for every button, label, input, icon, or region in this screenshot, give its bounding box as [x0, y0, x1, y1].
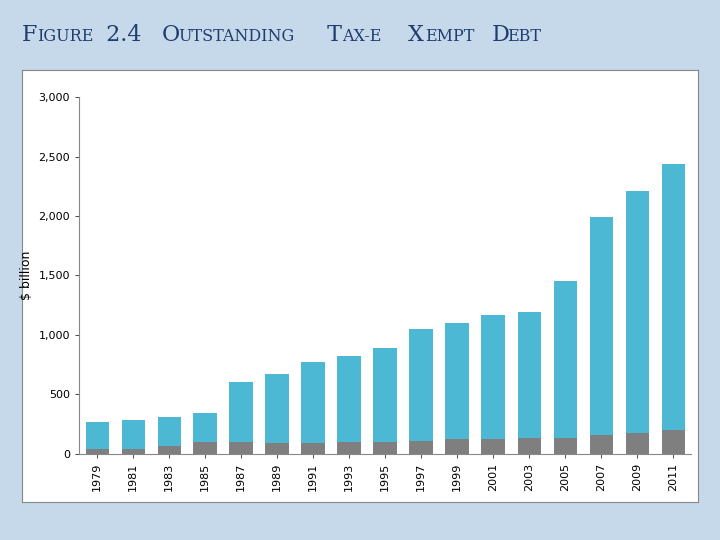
Bar — [302, 362, 325, 454]
Y-axis label: $ billion: $ billion — [20, 251, 33, 300]
Bar — [338, 356, 361, 454]
Bar — [86, 449, 109, 454]
Bar — [338, 442, 361, 454]
Text: AX-E: AX-E — [342, 28, 382, 45]
Bar — [518, 312, 541, 454]
Text: F: F — [22, 24, 37, 46]
Bar — [482, 438, 505, 454]
Bar — [230, 382, 253, 454]
Bar — [374, 442, 397, 454]
Bar — [590, 435, 613, 454]
Text: IGURE: IGURE — [37, 28, 94, 45]
Bar — [302, 443, 325, 454]
Bar — [626, 434, 649, 454]
Bar — [662, 164, 685, 454]
Bar — [374, 348, 397, 454]
Bar — [86, 422, 109, 454]
Bar — [266, 374, 289, 454]
Text: 2.4: 2.4 — [99, 24, 142, 46]
Bar — [410, 329, 433, 454]
Bar — [122, 420, 145, 454]
Bar — [626, 191, 649, 454]
Bar — [410, 441, 433, 454]
Bar — [446, 438, 469, 454]
Bar — [266, 443, 289, 454]
Bar — [554, 281, 577, 454]
Bar — [590, 217, 613, 454]
Text: X: X — [408, 24, 424, 46]
Bar — [158, 447, 181, 454]
Bar — [158, 417, 181, 454]
Bar — [554, 437, 577, 454]
Text: D: D — [485, 24, 510, 46]
Text: UTSTANDING: UTSTANDING — [179, 28, 294, 45]
Bar — [662, 430, 685, 454]
Bar — [482, 315, 505, 454]
Text: EMPT: EMPT — [425, 28, 474, 45]
Bar — [518, 438, 541, 454]
Text: T: T — [320, 24, 343, 46]
Text: EBT: EBT — [507, 28, 541, 45]
Bar — [122, 449, 145, 454]
Text: O: O — [162, 24, 180, 46]
Bar — [194, 413, 217, 454]
Bar — [230, 442, 253, 454]
Bar — [194, 442, 217, 454]
Bar — [446, 323, 469, 454]
